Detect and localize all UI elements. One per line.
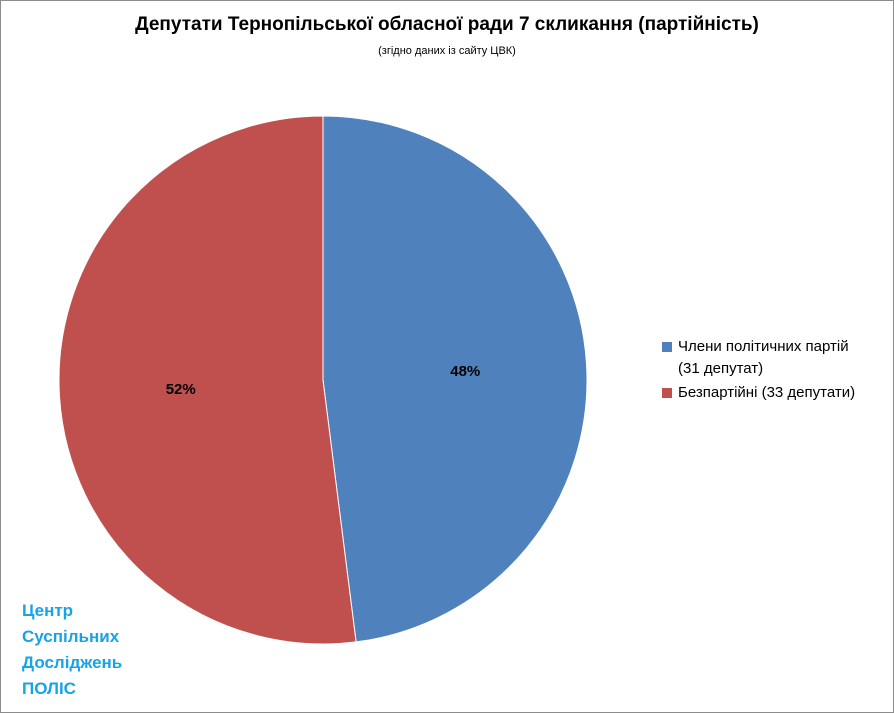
data-label-party-members: 48% bbox=[450, 363, 480, 380]
pie-slice-non-partisan bbox=[58, 115, 357, 645]
legend-label-non-partisan: Безпартійні (33 депутати) bbox=[678, 384, 856, 401]
watermark-line-4: ПОЛІС bbox=[22, 679, 76, 698]
legend-label-party-members-line1: Члени політичних партій bbox=[678, 338, 849, 355]
watermark-polis: Центр Суспільних Досліджень ПОЛІС bbox=[22, 598, 122, 702]
legend-item-party-members: Члени політичних партій (31 депутат) bbox=[662, 336, 890, 380]
watermark-line-3: Досліджень bbox=[22, 653, 123, 672]
chart-subtitle: (згідно даних із сайту ЦВК) bbox=[378, 45, 516, 57]
legend-swatch-party-members bbox=[662, 342, 672, 352]
legend-swatch-non-partisan bbox=[662, 388, 672, 398]
data-label-non-partisan: 52% bbox=[166, 381, 196, 398]
legend-label-party-members-line2: (31 депутат) bbox=[678, 360, 764, 377]
chart-title: Депутати Тернопільської обласної ради 7 … bbox=[135, 14, 759, 35]
watermark-line-1: Центр bbox=[22, 601, 74, 620]
legend-item-non-partisan: Безпартійні (33 депутати) bbox=[662, 382, 890, 404]
pie-slice-party-members bbox=[322, 115, 588, 643]
watermark-line-2: Суспільних bbox=[22, 627, 120, 646]
chart-legend: Члени політичних партій (31 депутат) Без… bbox=[662, 336, 890, 406]
